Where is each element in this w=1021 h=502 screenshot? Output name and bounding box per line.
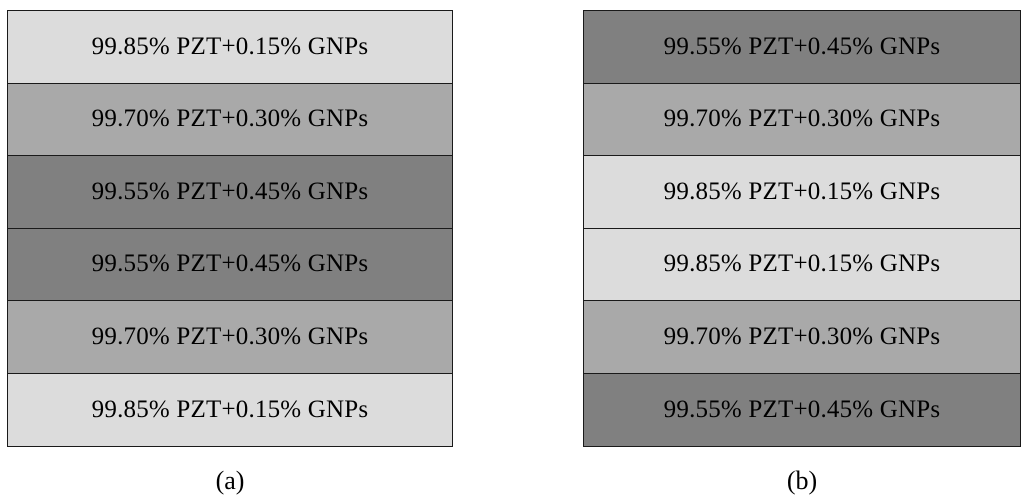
layer-b-1: 99.55% PZT+0.45% GNPs	[584, 11, 1020, 84]
layer-b-6: 99.55% PZT+0.45% GNPs	[584, 373, 1020, 446]
layer-a-4: 99.55% PZT+0.45% GNPs	[8, 228, 452, 301]
layer-a-5: 99.70% PZT+0.30% GNPs	[8, 301, 452, 374]
layer-b-5: 99.70% PZT+0.30% GNPs	[584, 301, 1020, 374]
layer-stack-b: 99.55% PZT+0.45% GNPs 99.70% PZT+0.30% G…	[583, 10, 1021, 447]
layer-a-1: 99.85% PZT+0.15% GNPs	[8, 11, 452, 84]
caption-a: (a)	[215, 466, 245, 495]
layer-b-2: 99.70% PZT+0.30% GNPs	[584, 83, 1020, 156]
layer-a-3: 99.55% PZT+0.45% GNPs	[8, 156, 452, 229]
layer-b-3: 99.85% PZT+0.15% GNPs	[584, 156, 1020, 229]
layer-stack-a: 99.85% PZT+0.15% GNPs 99.70% PZT+0.30% G…	[7, 10, 453, 447]
layer-a-2: 99.70% PZT+0.30% GNPs	[8, 83, 452, 156]
layer-b-4: 99.85% PZT+0.15% GNPs	[584, 228, 1020, 301]
caption-b: (b)	[786, 466, 818, 495]
layer-a-6: 99.85% PZT+0.15% GNPs	[8, 373, 452, 446]
